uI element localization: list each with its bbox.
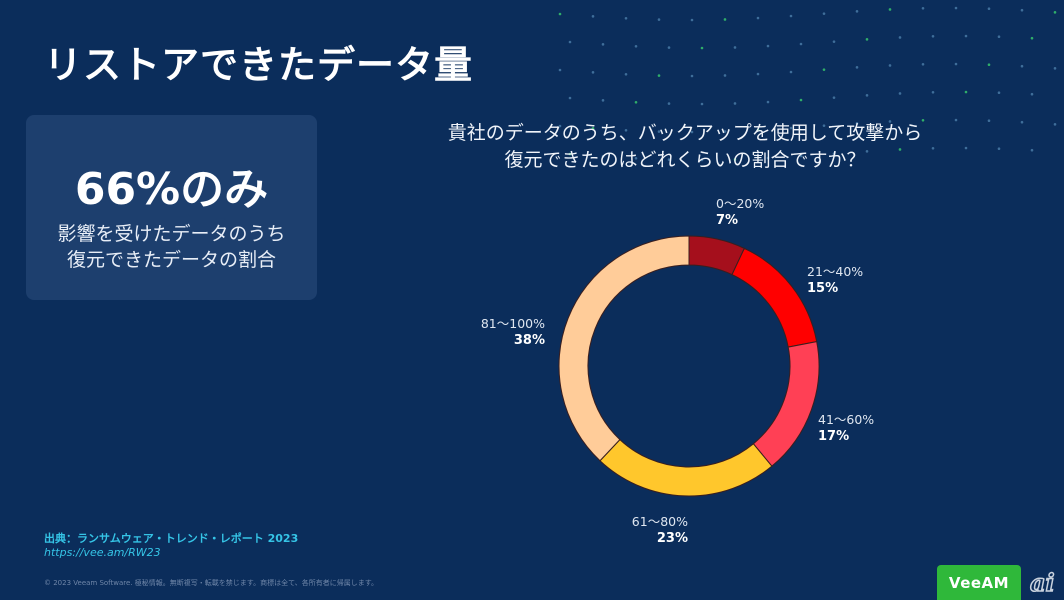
slice-category-label: 61〜80% <box>632 514 688 529</box>
donut-slice <box>599 438 773 497</box>
chart-question: 貴社のデータのうち、バックアップを使用して攻撃から 復元できたのはどれくらいの割… <box>400 120 970 174</box>
donut-slice <box>752 341 820 467</box>
slide-title: リストアできたデータ量 <box>44 43 474 87</box>
source-prefix: 出典： <box>44 532 77 545</box>
slice-category-label: 81〜100% <box>481 316 545 331</box>
slice-category-label: 0〜20% <box>716 196 764 211</box>
question-line1: 貴社のデータのうち、バックアップを使用して攻撃から <box>447 122 923 144</box>
veeam-logo: VeeAM <box>937 565 1021 600</box>
copyright-text: © 2023 Veeam Software. 極秘情報。無断複写・転載を禁じます… <box>44 579 379 587</box>
stat-value: 66%のみ <box>74 164 269 215</box>
slice-value-label: 17% <box>818 429 849 444</box>
slice-category-label: 41〜60% <box>818 412 874 427</box>
slice-value-label: 7% <box>716 213 738 228</box>
source-url[interactable]: https://vee.am/RW23 <box>44 546 161 559</box>
stat-card: 66%のみ 影響を受けたデータのうち 復元できたデータの割合 <box>26 115 317 300</box>
slice-value-label: 38% <box>514 333 545 348</box>
donut-slice <box>731 247 818 348</box>
stat-desc-line1: 影響を受けたデータのうち <box>57 223 286 245</box>
slice-category-label: 21〜40% <box>807 264 863 279</box>
slice-value-label: 15% <box>807 281 838 296</box>
question-line2: 復元できたのはどれくらいの割合ですか？ <box>504 149 866 171</box>
source-title: ランサムウェア・トレンド・レポート 2023 <box>77 532 299 545</box>
donut-slice <box>558 235 690 462</box>
slice-value-label: 23% <box>657 531 688 546</box>
source-citation: 出典：ランサムウェア・トレンド・レポート 2023 https://vee.am… <box>44 532 298 560</box>
ai-watermark-logo: ai <box>1029 567 1055 598</box>
stat-description: 影響を受けたデータのうち 復元できたデータの割合 <box>26 221 317 273</box>
stat-desc-line2: 復元できたデータの割合 <box>66 249 276 271</box>
